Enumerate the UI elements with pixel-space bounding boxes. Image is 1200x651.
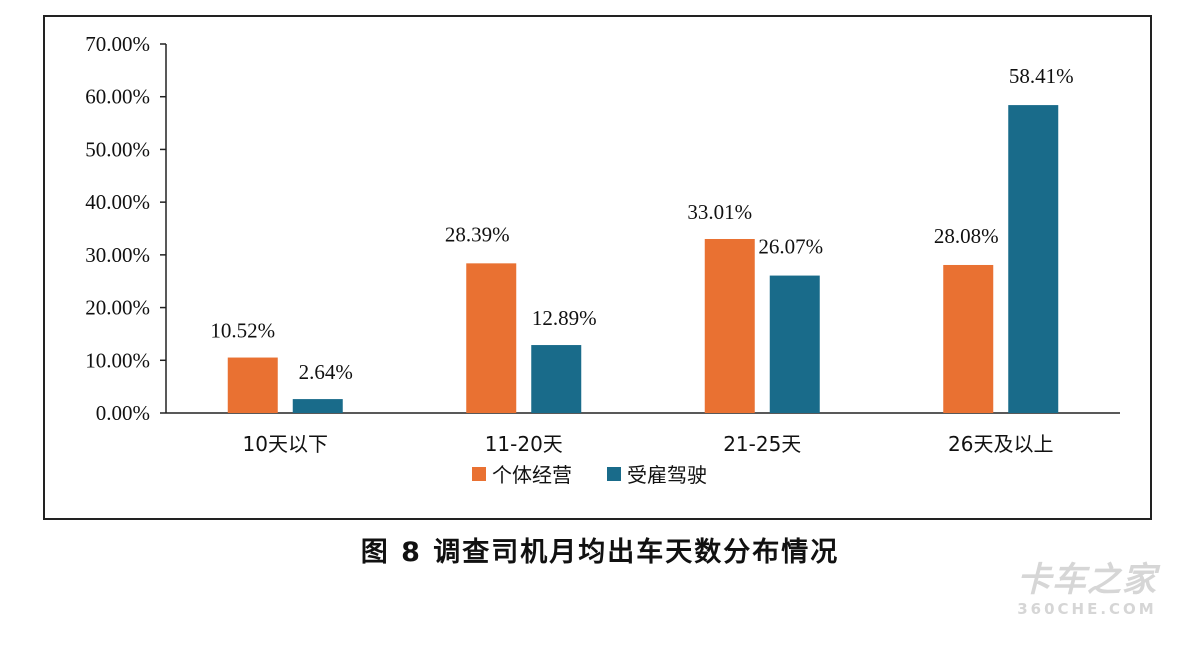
legend-label: 受雇驾驶 (627, 463, 707, 487)
bar (292, 399, 343, 413)
y-tick-label: 70.00% (85, 32, 150, 56)
watermark-en: 360CHE.COM (1017, 600, 1157, 618)
data-label: 2.64% (299, 360, 353, 384)
data-labels: 10.52% 2.64% 28.39% 12.89% 33.01%26.07% 28.08… (210, 64, 1073, 384)
data-label: 26.07% (758, 235, 823, 259)
y-tick-label: 50.00% (85, 137, 150, 161)
bar (943, 264, 994, 413)
legend-swatch (472, 467, 486, 481)
x-tick-label: 10天以下 (243, 432, 328, 456)
data-label: 12.89% (532, 306, 597, 330)
y-tick-label: 60.00% (85, 85, 150, 109)
y-tick-label: 40.00% (85, 190, 150, 214)
y-axis: 0.00% 10.00% 20.00% 30.00% 40.00% 50.00% 60.00… (85, 32, 167, 425)
bar (466, 263, 517, 413)
x-tick-label: 11-20天 (485, 432, 563, 456)
data-label: 28.39% (445, 222, 510, 246)
bar (227, 357, 278, 413)
chart-caption: 图 8 调查司机月均出车天数分布情况 (360, 537, 840, 568)
chart-frame (43, 15, 1152, 520)
legend: 个体经营 受雇驾驶 (472, 463, 707, 487)
legend-swatch (607, 467, 621, 481)
y-tick-label: 20.00% (85, 296, 150, 320)
bar (769, 275, 820, 413)
bars (227, 105, 1059, 413)
legend-label: 个体经营 (492, 463, 572, 487)
data-label: 10.52% (210, 319, 275, 343)
x-tick-label: 21-25天 (723, 432, 801, 456)
x-axis: 10天以下 11-20天 21-25天 26天及以上 (166, 412, 1120, 456)
data-label: 33.01% (687, 200, 752, 224)
x-tick-label: 26天及以上 (948, 432, 1053, 456)
bar (704, 238, 755, 413)
y-tick-label: 30.00% (85, 243, 150, 267)
bar (531, 345, 582, 413)
y-tick-label: 0.00% (96, 401, 150, 425)
data-label: 58.41% (1009, 64, 1074, 88)
watermark-cn: 卡车之家 (1017, 560, 1157, 600)
watermark-logo: 卡车之家 360CHE.COM (1002, 560, 1172, 618)
y-tick-label: 10.00% (85, 348, 150, 372)
data-label: 28.08% (934, 224, 999, 248)
bar (1008, 105, 1059, 413)
